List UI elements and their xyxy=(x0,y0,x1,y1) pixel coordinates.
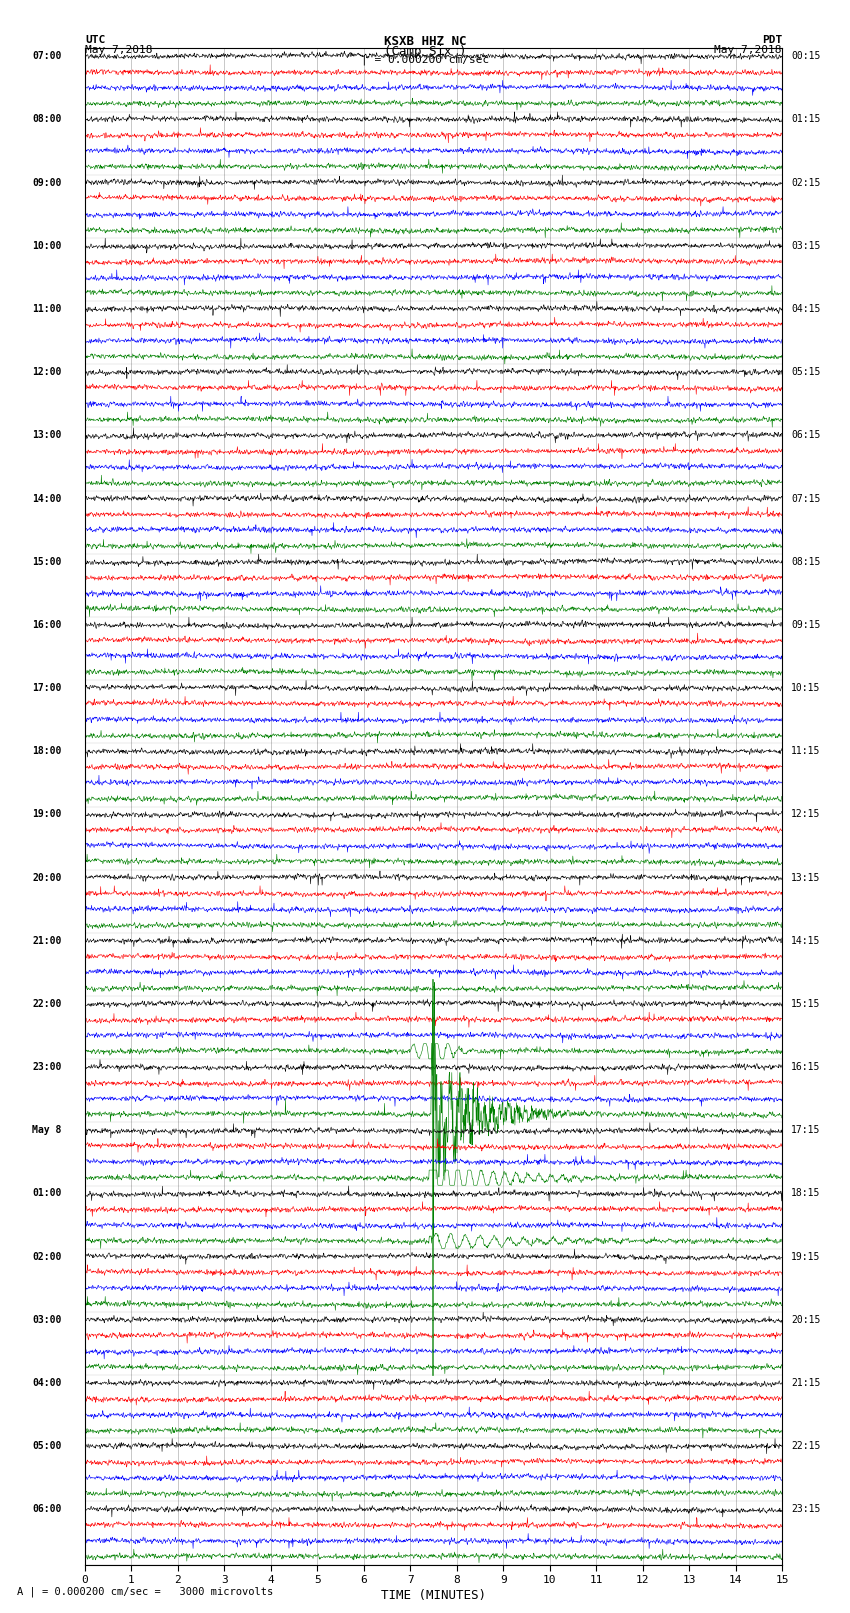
Text: 22:15: 22:15 xyxy=(791,1440,820,1452)
Text: | = 0.000200 cm/sec: | = 0.000200 cm/sec xyxy=(361,55,489,66)
Text: May 8: May 8 xyxy=(32,1126,62,1136)
Text: 20:15: 20:15 xyxy=(791,1315,820,1324)
Text: 04:00: 04:00 xyxy=(32,1378,62,1387)
Text: 10:15: 10:15 xyxy=(791,682,820,694)
Text: 19:15: 19:15 xyxy=(791,1252,820,1261)
Text: 02:00: 02:00 xyxy=(32,1252,62,1261)
Text: 23:00: 23:00 xyxy=(32,1061,62,1073)
Text: 02:15: 02:15 xyxy=(791,177,820,187)
Text: (Camp Six ): (Camp Six ) xyxy=(383,45,467,58)
Text: 00:15: 00:15 xyxy=(791,52,820,61)
Text: 09:00: 09:00 xyxy=(32,177,62,187)
Text: 14:15: 14:15 xyxy=(791,936,820,945)
Text: 07:00: 07:00 xyxy=(32,52,62,61)
Text: 18:00: 18:00 xyxy=(32,747,62,756)
Text: 19:00: 19:00 xyxy=(32,810,62,819)
Text: A | = 0.000200 cm/sec =   3000 microvolts: A | = 0.000200 cm/sec = 3000 microvolts xyxy=(17,1586,273,1597)
Text: 12:00: 12:00 xyxy=(32,368,62,377)
Text: 14:00: 14:00 xyxy=(32,494,62,503)
Text: 21:15: 21:15 xyxy=(791,1378,820,1387)
Text: 05:00: 05:00 xyxy=(32,1440,62,1452)
Text: 11:15: 11:15 xyxy=(791,747,820,756)
Text: KSXB HHZ NC: KSXB HHZ NC xyxy=(383,35,467,48)
Text: 09:15: 09:15 xyxy=(791,619,820,629)
Text: 06:00: 06:00 xyxy=(32,1505,62,1515)
Text: 15:15: 15:15 xyxy=(791,998,820,1008)
Text: 13:15: 13:15 xyxy=(791,873,820,882)
X-axis label: TIME (MINUTES): TIME (MINUTES) xyxy=(381,1589,486,1602)
Text: 22:00: 22:00 xyxy=(32,998,62,1008)
Text: 17:15: 17:15 xyxy=(791,1126,820,1136)
Text: 13:00: 13:00 xyxy=(32,431,62,440)
Text: PDT: PDT xyxy=(762,35,782,45)
Text: 03:15: 03:15 xyxy=(791,240,820,250)
Text: 16:00: 16:00 xyxy=(32,619,62,629)
Text: 16:15: 16:15 xyxy=(791,1061,820,1073)
Text: 03:00: 03:00 xyxy=(32,1315,62,1324)
Text: 15:00: 15:00 xyxy=(32,556,62,566)
Text: 10:00: 10:00 xyxy=(32,240,62,250)
Text: 06:15: 06:15 xyxy=(791,431,820,440)
Text: 11:00: 11:00 xyxy=(32,303,62,315)
Text: May 7,2018: May 7,2018 xyxy=(715,45,782,55)
Text: 01:15: 01:15 xyxy=(791,115,820,124)
Text: 04:15: 04:15 xyxy=(791,303,820,315)
Text: UTC: UTC xyxy=(85,35,105,45)
Text: 01:00: 01:00 xyxy=(32,1189,62,1198)
Text: May 7,2018: May 7,2018 xyxy=(85,45,152,55)
Text: 18:15: 18:15 xyxy=(791,1189,820,1198)
Text: 21:00: 21:00 xyxy=(32,936,62,945)
Text: 08:00: 08:00 xyxy=(32,115,62,124)
Text: 08:15: 08:15 xyxy=(791,556,820,566)
Text: 20:00: 20:00 xyxy=(32,873,62,882)
Text: 07:15: 07:15 xyxy=(791,494,820,503)
Text: 05:15: 05:15 xyxy=(791,368,820,377)
Text: 23:15: 23:15 xyxy=(791,1505,820,1515)
Text: 17:00: 17:00 xyxy=(32,682,62,694)
Text: 12:15: 12:15 xyxy=(791,810,820,819)
